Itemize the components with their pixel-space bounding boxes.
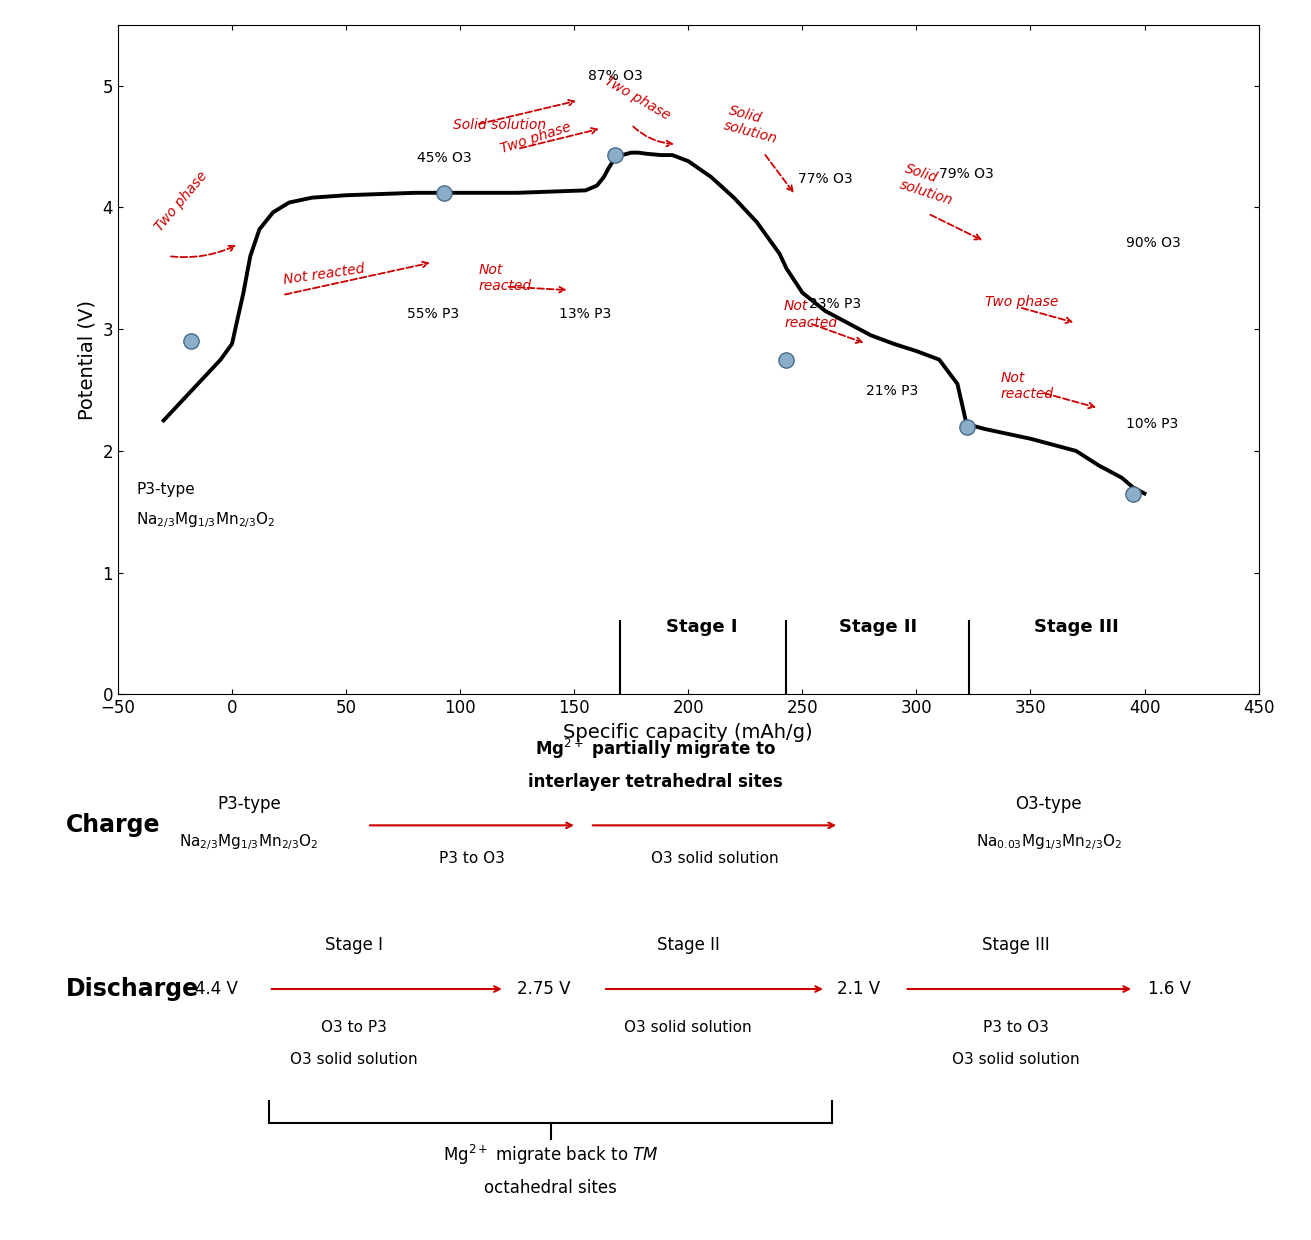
Text: octahedral sites: octahedral sites — [484, 1179, 617, 1197]
Text: Stage III: Stage III — [982, 936, 1050, 955]
Text: Na$_{2/3}$Mg$_{1/3}$Mn$_{2/3}$O$_2$: Na$_{2/3}$Mg$_{1/3}$Mn$_{2/3}$O$_2$ — [180, 832, 319, 852]
Text: Two phase: Two phase — [602, 73, 673, 123]
Text: P3-type: P3-type — [136, 482, 195, 497]
Text: Two phase: Two phase — [499, 120, 573, 156]
Text: Mg$^{2+}$ migrate back to $\mathit{TM}$: Mg$^{2+}$ migrate back to $\mathit{TM}$ — [443, 1143, 658, 1168]
Text: 2.1 V: 2.1 V — [838, 980, 880, 998]
Text: Two phase: Two phase — [985, 295, 1058, 309]
Text: 87% O3: 87% O3 — [587, 69, 642, 83]
Text: Stage I: Stage I — [325, 936, 383, 955]
Text: O3 solid solution: O3 solid solution — [952, 1053, 1080, 1068]
Text: 55% P3: 55% P3 — [406, 308, 459, 321]
Text: Stage II: Stage II — [657, 936, 720, 955]
Text: Mg$^{2+}$ partially migrate to: Mg$^{2+}$ partially migrate to — [535, 737, 776, 761]
Text: Charge: Charge — [66, 813, 160, 837]
Text: O3 solid solution: O3 solid solution — [650, 851, 779, 866]
Text: Not reacted: Not reacted — [282, 262, 366, 286]
X-axis label: Specific capacity (mAh/g): Specific capacity (mAh/g) — [564, 723, 813, 742]
Text: interlayer tetrahedral sites: interlayer tetrahedral sites — [528, 773, 783, 791]
Text: P3 to O3: P3 to O3 — [439, 851, 505, 866]
Text: 1.6 V: 1.6 V — [1148, 980, 1190, 998]
Text: Stage III: Stage III — [1033, 619, 1118, 636]
Text: Stage I: Stage I — [666, 619, 738, 636]
Text: P3-type: P3-type — [218, 795, 281, 812]
Text: Two phase: Two phase — [152, 169, 210, 234]
Text: 2.75 V: 2.75 V — [518, 980, 570, 998]
Text: O3 solid solution: O3 solid solution — [624, 1019, 753, 1034]
Text: Discharge: Discharge — [66, 977, 199, 1001]
Text: 21% P3: 21% P3 — [867, 384, 919, 398]
Text: 90% O3: 90% O3 — [1126, 236, 1181, 250]
Text: Not
reacted: Not reacted — [784, 299, 838, 330]
Text: O3-type: O3-type — [1016, 795, 1082, 812]
Text: 10% P3: 10% P3 — [1126, 417, 1179, 430]
Text: Solid solution: Solid solution — [454, 118, 547, 131]
Text: Na$_{0.03}$Mg$_{1/3}$Mn$_{2/3}$O$_2$: Na$_{0.03}$Mg$_{1/3}$Mn$_{2/3}$O$_2$ — [975, 832, 1122, 852]
Text: 45% O3: 45% O3 — [417, 151, 472, 165]
Text: Na$_{2/3}$Mg$_{1/3}$Mn$_{2/3}$O$_2$: Na$_{2/3}$Mg$_{1/3}$Mn$_{2/3}$O$_2$ — [136, 510, 275, 529]
Text: Not
reacted: Not reacted — [479, 263, 531, 293]
Text: O3 solid solution: O3 solid solution — [290, 1053, 418, 1068]
Text: 13% P3: 13% P3 — [560, 308, 612, 321]
Text: Solid
solution: Solid solution — [722, 103, 784, 146]
Text: Solid
solution: Solid solution — [898, 161, 960, 207]
Text: O3 to P3: O3 to P3 — [321, 1019, 387, 1034]
Text: Not
reacted: Not reacted — [1000, 371, 1054, 402]
Text: Stage II: Stage II — [839, 619, 916, 636]
Y-axis label: Potential (V): Potential (V) — [77, 300, 97, 419]
Text: 79% O3: 79% O3 — [939, 166, 994, 181]
Text: 23% P3: 23% P3 — [809, 296, 861, 311]
Text: P3 to O3: P3 to O3 — [983, 1019, 1049, 1034]
Text: 77% O3: 77% O3 — [798, 171, 852, 186]
Text: 4.4 V: 4.4 V — [195, 980, 237, 998]
